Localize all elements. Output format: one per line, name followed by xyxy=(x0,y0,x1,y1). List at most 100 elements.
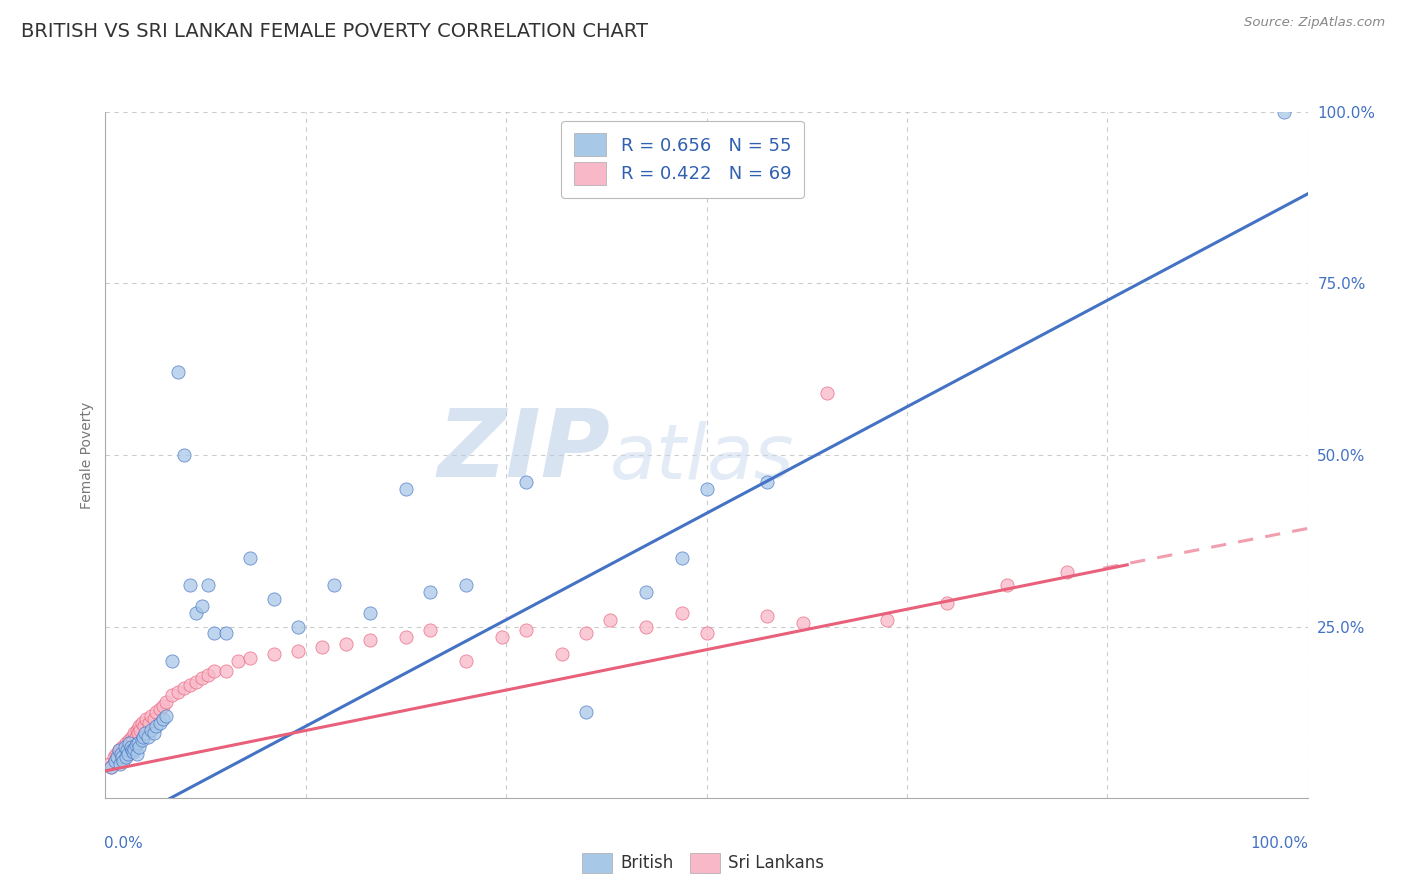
Text: atlas: atlas xyxy=(610,421,794,495)
Point xyxy=(107,743,129,757)
Point xyxy=(166,685,188,699)
Point xyxy=(335,637,357,651)
Point xyxy=(115,750,138,764)
Point xyxy=(120,739,142,754)
Text: Source: ZipAtlas.com: Source: ZipAtlas.com xyxy=(1244,16,1385,29)
Point xyxy=(148,715,170,730)
Point xyxy=(125,723,148,737)
Point xyxy=(122,745,145,759)
Legend: R = 0.656   N = 55, R = 0.422   N = 69: R = 0.656 N = 55, R = 0.422 N = 69 xyxy=(561,120,804,198)
Point xyxy=(166,366,188,380)
Point xyxy=(105,747,128,761)
Point xyxy=(118,736,141,750)
Point xyxy=(107,750,129,764)
Point xyxy=(1272,104,1295,119)
Point xyxy=(120,736,142,750)
Legend: British, Sri Lankans: British, Sri Lankans xyxy=(575,847,831,880)
Point xyxy=(599,613,621,627)
Point xyxy=(100,760,122,774)
Point xyxy=(114,747,136,761)
Point xyxy=(263,592,285,607)
Point xyxy=(115,739,138,754)
Point xyxy=(155,709,177,723)
Point xyxy=(117,747,139,761)
Point xyxy=(136,730,159,744)
Point xyxy=(134,726,156,740)
Point xyxy=(395,482,418,496)
Point xyxy=(125,747,148,761)
Point xyxy=(115,743,138,757)
Point xyxy=(359,606,381,620)
Point xyxy=(108,756,131,771)
Point xyxy=(118,733,141,747)
Point xyxy=(107,750,129,764)
Point xyxy=(121,730,143,744)
Point xyxy=(135,712,157,726)
Y-axis label: Female Poverty: Female Poverty xyxy=(80,401,94,508)
Point xyxy=(114,739,136,754)
Point xyxy=(214,626,236,640)
Point xyxy=(696,482,718,496)
Point xyxy=(128,719,150,733)
Point xyxy=(419,623,441,637)
Point xyxy=(128,739,150,754)
Point xyxy=(1056,565,1078,579)
Point xyxy=(491,630,513,644)
Point xyxy=(671,551,693,566)
Point xyxy=(152,712,174,726)
Point xyxy=(112,743,135,757)
Point xyxy=(419,585,441,599)
Point xyxy=(122,733,145,747)
Point xyxy=(124,742,146,756)
Point xyxy=(148,702,170,716)
Text: ZIP: ZIP xyxy=(437,406,610,498)
Point xyxy=(139,709,162,723)
Point xyxy=(263,647,285,661)
Point xyxy=(132,719,155,733)
Point xyxy=(127,726,149,740)
Point xyxy=(184,674,207,689)
Point xyxy=(815,386,838,401)
Point xyxy=(876,613,898,627)
Point xyxy=(575,626,598,640)
Point xyxy=(117,743,139,757)
Point xyxy=(190,599,212,613)
Point xyxy=(145,719,167,733)
Point xyxy=(696,626,718,640)
Point xyxy=(138,715,160,730)
Point xyxy=(395,630,418,644)
Point xyxy=(454,578,477,592)
Point xyxy=(124,726,146,740)
Point xyxy=(755,475,778,490)
Point xyxy=(131,715,153,730)
Point xyxy=(173,448,195,462)
Point xyxy=(202,665,225,679)
Point xyxy=(359,633,381,648)
Point xyxy=(104,754,127,768)
Point xyxy=(515,475,537,490)
Point xyxy=(100,760,122,774)
Point xyxy=(131,733,153,747)
Point xyxy=(239,551,262,566)
Point xyxy=(184,606,207,620)
Point xyxy=(226,654,249,668)
Point xyxy=(110,747,132,761)
Point xyxy=(111,739,134,754)
Point xyxy=(124,738,146,752)
Point xyxy=(636,585,658,599)
Point xyxy=(551,647,574,661)
Point xyxy=(197,578,219,592)
Point xyxy=(121,743,143,757)
Point xyxy=(152,698,174,713)
Point xyxy=(792,616,814,631)
Point xyxy=(190,671,212,685)
Text: 100.0%: 100.0% xyxy=(1251,836,1309,851)
Point xyxy=(179,578,201,592)
Point xyxy=(995,578,1018,592)
Point xyxy=(160,689,183,703)
Point xyxy=(214,665,236,679)
Point xyxy=(179,678,201,692)
Point xyxy=(936,596,959,610)
Point xyxy=(108,747,131,761)
Point xyxy=(636,619,658,633)
